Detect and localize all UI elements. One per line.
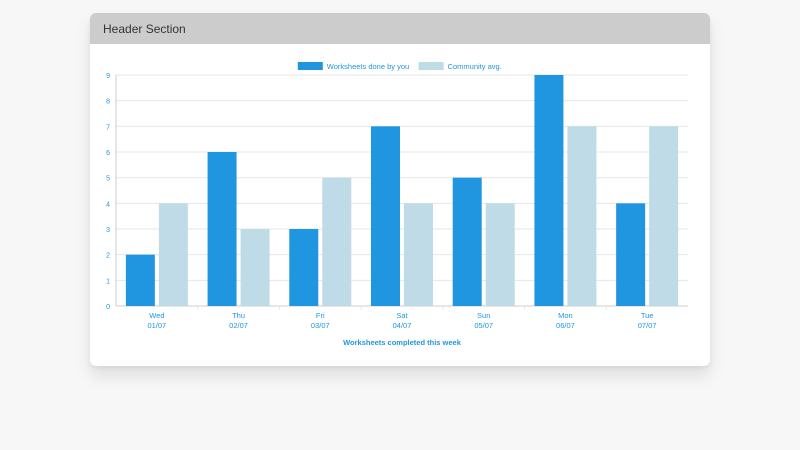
x-tick-label-day: Thu (232, 311, 245, 320)
legend-label: Worksheets done by you (327, 62, 409, 71)
x-tick-label-date: 03/07 (311, 321, 330, 330)
bar-you (207, 152, 237, 306)
y-tick-label: 7 (106, 124, 110, 131)
bar-community (649, 126, 679, 306)
x-tick-label-day: Tue (641, 311, 654, 320)
x-tick-label-day: Wed (149, 311, 164, 320)
x-tick-label-day: Fri (316, 311, 325, 320)
card-header: Header Section (90, 13, 710, 44)
chart-card: Header Section 0 1 2 3 4 5 6 7 8 9 Wed 01/07 Thu 02/0… (90, 13, 710, 366)
bar-community (240, 229, 270, 306)
bar-community (567, 126, 597, 306)
bar-community (158, 203, 188, 306)
bar-community (404, 203, 433, 306)
y-tick-label: 5 (106, 176, 110, 183)
bar-community (322, 177, 352, 306)
bar-you (289, 229, 319, 306)
legend-label: Community avg. (448, 62, 502, 71)
bar-you (371, 126, 400, 306)
y-tick-label: 8 (106, 99, 110, 106)
header-title: Header Section (103, 21, 186, 36)
y-tick-label: 9 (106, 73, 110, 80)
bar-you (452, 177, 482, 306)
bar-you (534, 75, 564, 306)
x-tick-label-day: Sun (477, 311, 490, 320)
x-tick-label-day: Sat (396, 311, 408, 320)
bar-you (125, 254, 155, 306)
legend-swatch (297, 62, 323, 70)
x-tick-label-date: 01/07 (147, 321, 166, 330)
y-tick-label: 1 (106, 278, 110, 285)
y-tick-label: 2 (106, 253, 110, 260)
x-tick-label-date: 05/07 (474, 321, 493, 330)
x-tick-label-day: Mon (558, 311, 573, 320)
y-tick-label: 3 (106, 227, 110, 234)
x-tick-label-date: 04/07 (393, 321, 412, 330)
y-tick-label: 6 (106, 150, 110, 157)
bar-community (485, 203, 515, 306)
y-tick-label: 4 (106, 201, 110, 208)
legend-swatch (418, 62, 444, 70)
y-tick-label: 0 (106, 304, 110, 311)
x-tick-label-date: 02/07 (229, 321, 248, 330)
bar-you (616, 203, 646, 306)
x-tick-label-date: 07/07 (638, 321, 657, 330)
x-axis-title: Worksheets completed this week (343, 338, 462, 347)
x-tick-label-date: 06/07 (556, 321, 575, 330)
